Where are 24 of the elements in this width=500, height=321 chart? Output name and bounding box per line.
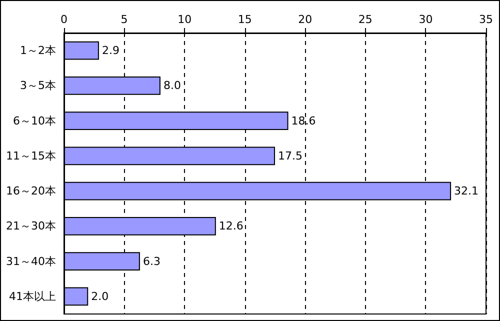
x-tick-label: 20 [298, 13, 312, 26]
data-label: 18.6 [291, 114, 316, 128]
y-tick-label: 11～15本 [6, 149, 56, 162]
y-tick-label: 6～10本 [13, 114, 56, 128]
y-tick-label: 21～30本 [6, 220, 56, 233]
x-tick-label: 5 [120, 13, 128, 26]
x-tick-label: 0 [60, 13, 68, 26]
data-label: 17.5 [278, 149, 302, 162]
data-label: 2.0 [91, 290, 109, 303]
y-tick-label: 31～40本 [6, 254, 56, 268]
x-tick-label: 15 [238, 13, 252, 26]
x-tick-label: 35 [479, 13, 493, 26]
y-tick-label: 41本以上 [9, 290, 56, 303]
data-label: 32.1 [454, 184, 479, 198]
y-tick-label: 3～5本 [20, 79, 56, 92]
data-label: 6.3 [142, 254, 160, 268]
x-tick-label: 25 [358, 13, 372, 26]
y-tick-label: 1～2本 [20, 44, 56, 58]
data-label: 8.0 [163, 79, 181, 92]
y-tick-label: 16～20本 [6, 184, 56, 198]
x-tick-label: 10 [178, 13, 192, 26]
data-label: 2.9 [102, 44, 120, 58]
x-tick-label: 30 [418, 13, 433, 26]
data-label: 12.6 [218, 220, 244, 233]
